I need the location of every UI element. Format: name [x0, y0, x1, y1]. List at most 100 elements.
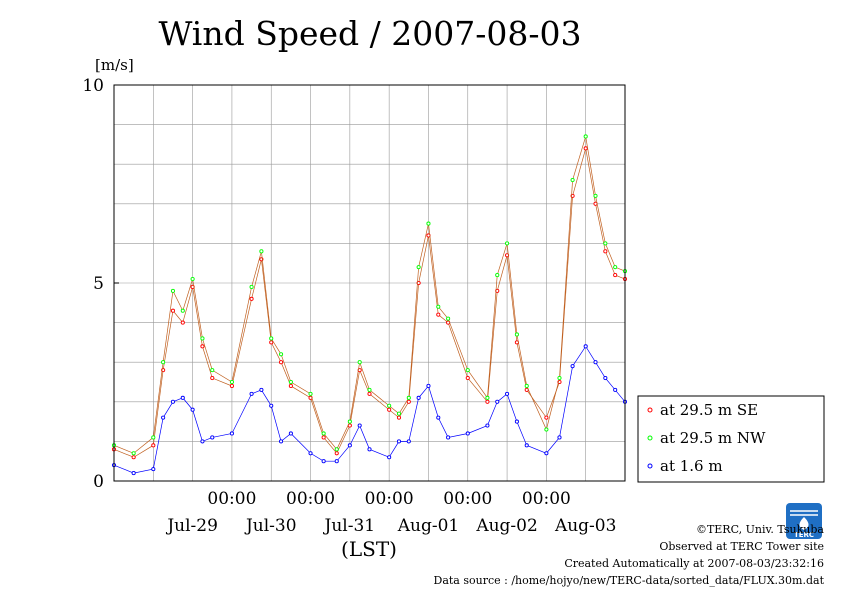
series-3	[111, 344, 628, 476]
data-point	[396, 411, 402, 416]
data-point	[583, 146, 588, 151]
x-date-label: Jul-31	[323, 516, 376, 536]
data-point	[557, 435, 562, 440]
data-point	[259, 387, 264, 392]
data-point	[495, 273, 500, 278]
x-time-label: 00:00	[365, 489, 414, 509]
data-point	[416, 265, 421, 270]
data-point	[603, 375, 608, 381]
data-point	[505, 241, 510, 246]
series-1	[111, 146, 628, 460]
data-point	[151, 443, 156, 448]
data-point	[279, 352, 284, 357]
credit-observed: Observed at TERC Tower site	[659, 540, 824, 553]
data-point	[190, 407, 195, 412]
data-point	[200, 439, 205, 444]
data-point	[334, 447, 339, 452]
data-point	[570, 177, 575, 183]
data-point	[436, 304, 441, 309]
data-point	[583, 134, 588, 139]
data-point	[524, 383, 529, 389]
data-point	[593, 360, 598, 365]
data-point	[603, 241, 608, 246]
data-point	[288, 383, 293, 389]
data-point	[465, 375, 470, 381]
data-point	[279, 360, 284, 365]
terc-logo: TERC	[786, 503, 822, 539]
data-point	[524, 443, 529, 448]
data-point	[426, 221, 431, 226]
data-point	[151, 435, 156, 440]
data-point	[446, 435, 451, 440]
data-point	[308, 391, 313, 396]
x-date-label: Aug-02	[475, 516, 537, 536]
data-point	[406, 399, 411, 404]
data-point	[544, 427, 549, 432]
data-point	[170, 308, 176, 313]
data-point	[131, 471, 136, 476]
data-point	[357, 360, 362, 365]
x-time-label: 00:00	[207, 489, 256, 509]
series-2	[111, 134, 628, 456]
data-point	[593, 193, 598, 198]
data-point	[210, 375, 215, 381]
data-point	[249, 284, 254, 290]
data-point	[387, 455, 392, 460]
series-layer	[111, 134, 628, 476]
data-point	[190, 276, 195, 282]
data-point	[544, 451, 549, 456]
legend-marker	[647, 463, 653, 469]
data-point	[347, 419, 352, 424]
y-tick-label: 5	[93, 274, 104, 294]
data-point	[387, 403, 392, 408]
data-point	[229, 383, 234, 389]
grid-lines	[114, 85, 625, 481]
data-point	[416, 395, 421, 400]
data-point	[387, 407, 392, 412]
data-point	[485, 399, 490, 404]
data-point	[161, 360, 166, 365]
data-point	[583, 344, 588, 349]
credit-source: Data source : /home/hojyo/new/TERC-data/…	[433, 574, 825, 587]
x-date-label: Aug-01	[397, 516, 459, 536]
data-point	[446, 316, 451, 321]
data-point	[557, 375, 562, 381]
y-tick-label: 0	[93, 472, 104, 492]
data-point	[161, 415, 166, 420]
data-point	[514, 419, 519, 424]
data-point	[544, 415, 549, 420]
data-point	[436, 415, 441, 420]
data-point	[308, 451, 313, 456]
data-point	[269, 340, 274, 345]
x-date-label: Jul-29	[165, 516, 218, 536]
series-line	[113, 136, 626, 454]
data-point	[259, 249, 264, 254]
data-point	[334, 451, 339, 456]
data-point	[613, 265, 618, 270]
data-point	[151, 467, 156, 472]
data-point	[485, 423, 490, 428]
legend-label: at 1.6 m	[660, 457, 723, 475]
data-point	[514, 332, 519, 337]
series-line	[113, 345, 626, 474]
data-point	[269, 403, 274, 408]
data-point	[436, 312, 441, 317]
data-point	[249, 296, 254, 301]
y-axis-unit: [m/s]	[95, 56, 134, 74]
x-date-label: Jul-30	[244, 516, 297, 536]
data-point	[249, 391, 254, 396]
data-point	[229, 379, 234, 385]
legend-marker	[647, 407, 653, 413]
legend-marker	[647, 435, 653, 441]
data-point	[180, 308, 185, 313]
data-point	[210, 435, 215, 440]
credit-created: Created Automatically at 2007-08-03/23:3…	[564, 557, 824, 570]
x-date-label: Aug-03	[554, 516, 616, 536]
x-time-label: 00:00	[522, 489, 571, 509]
y-tick-label: 10	[82, 76, 104, 96]
data-point	[426, 383, 431, 389]
series-line	[113, 148, 626, 458]
data-point	[613, 387, 618, 392]
data-point	[570, 364, 575, 369]
chart-title: Wind Speed / 2007-08-03	[158, 14, 581, 53]
